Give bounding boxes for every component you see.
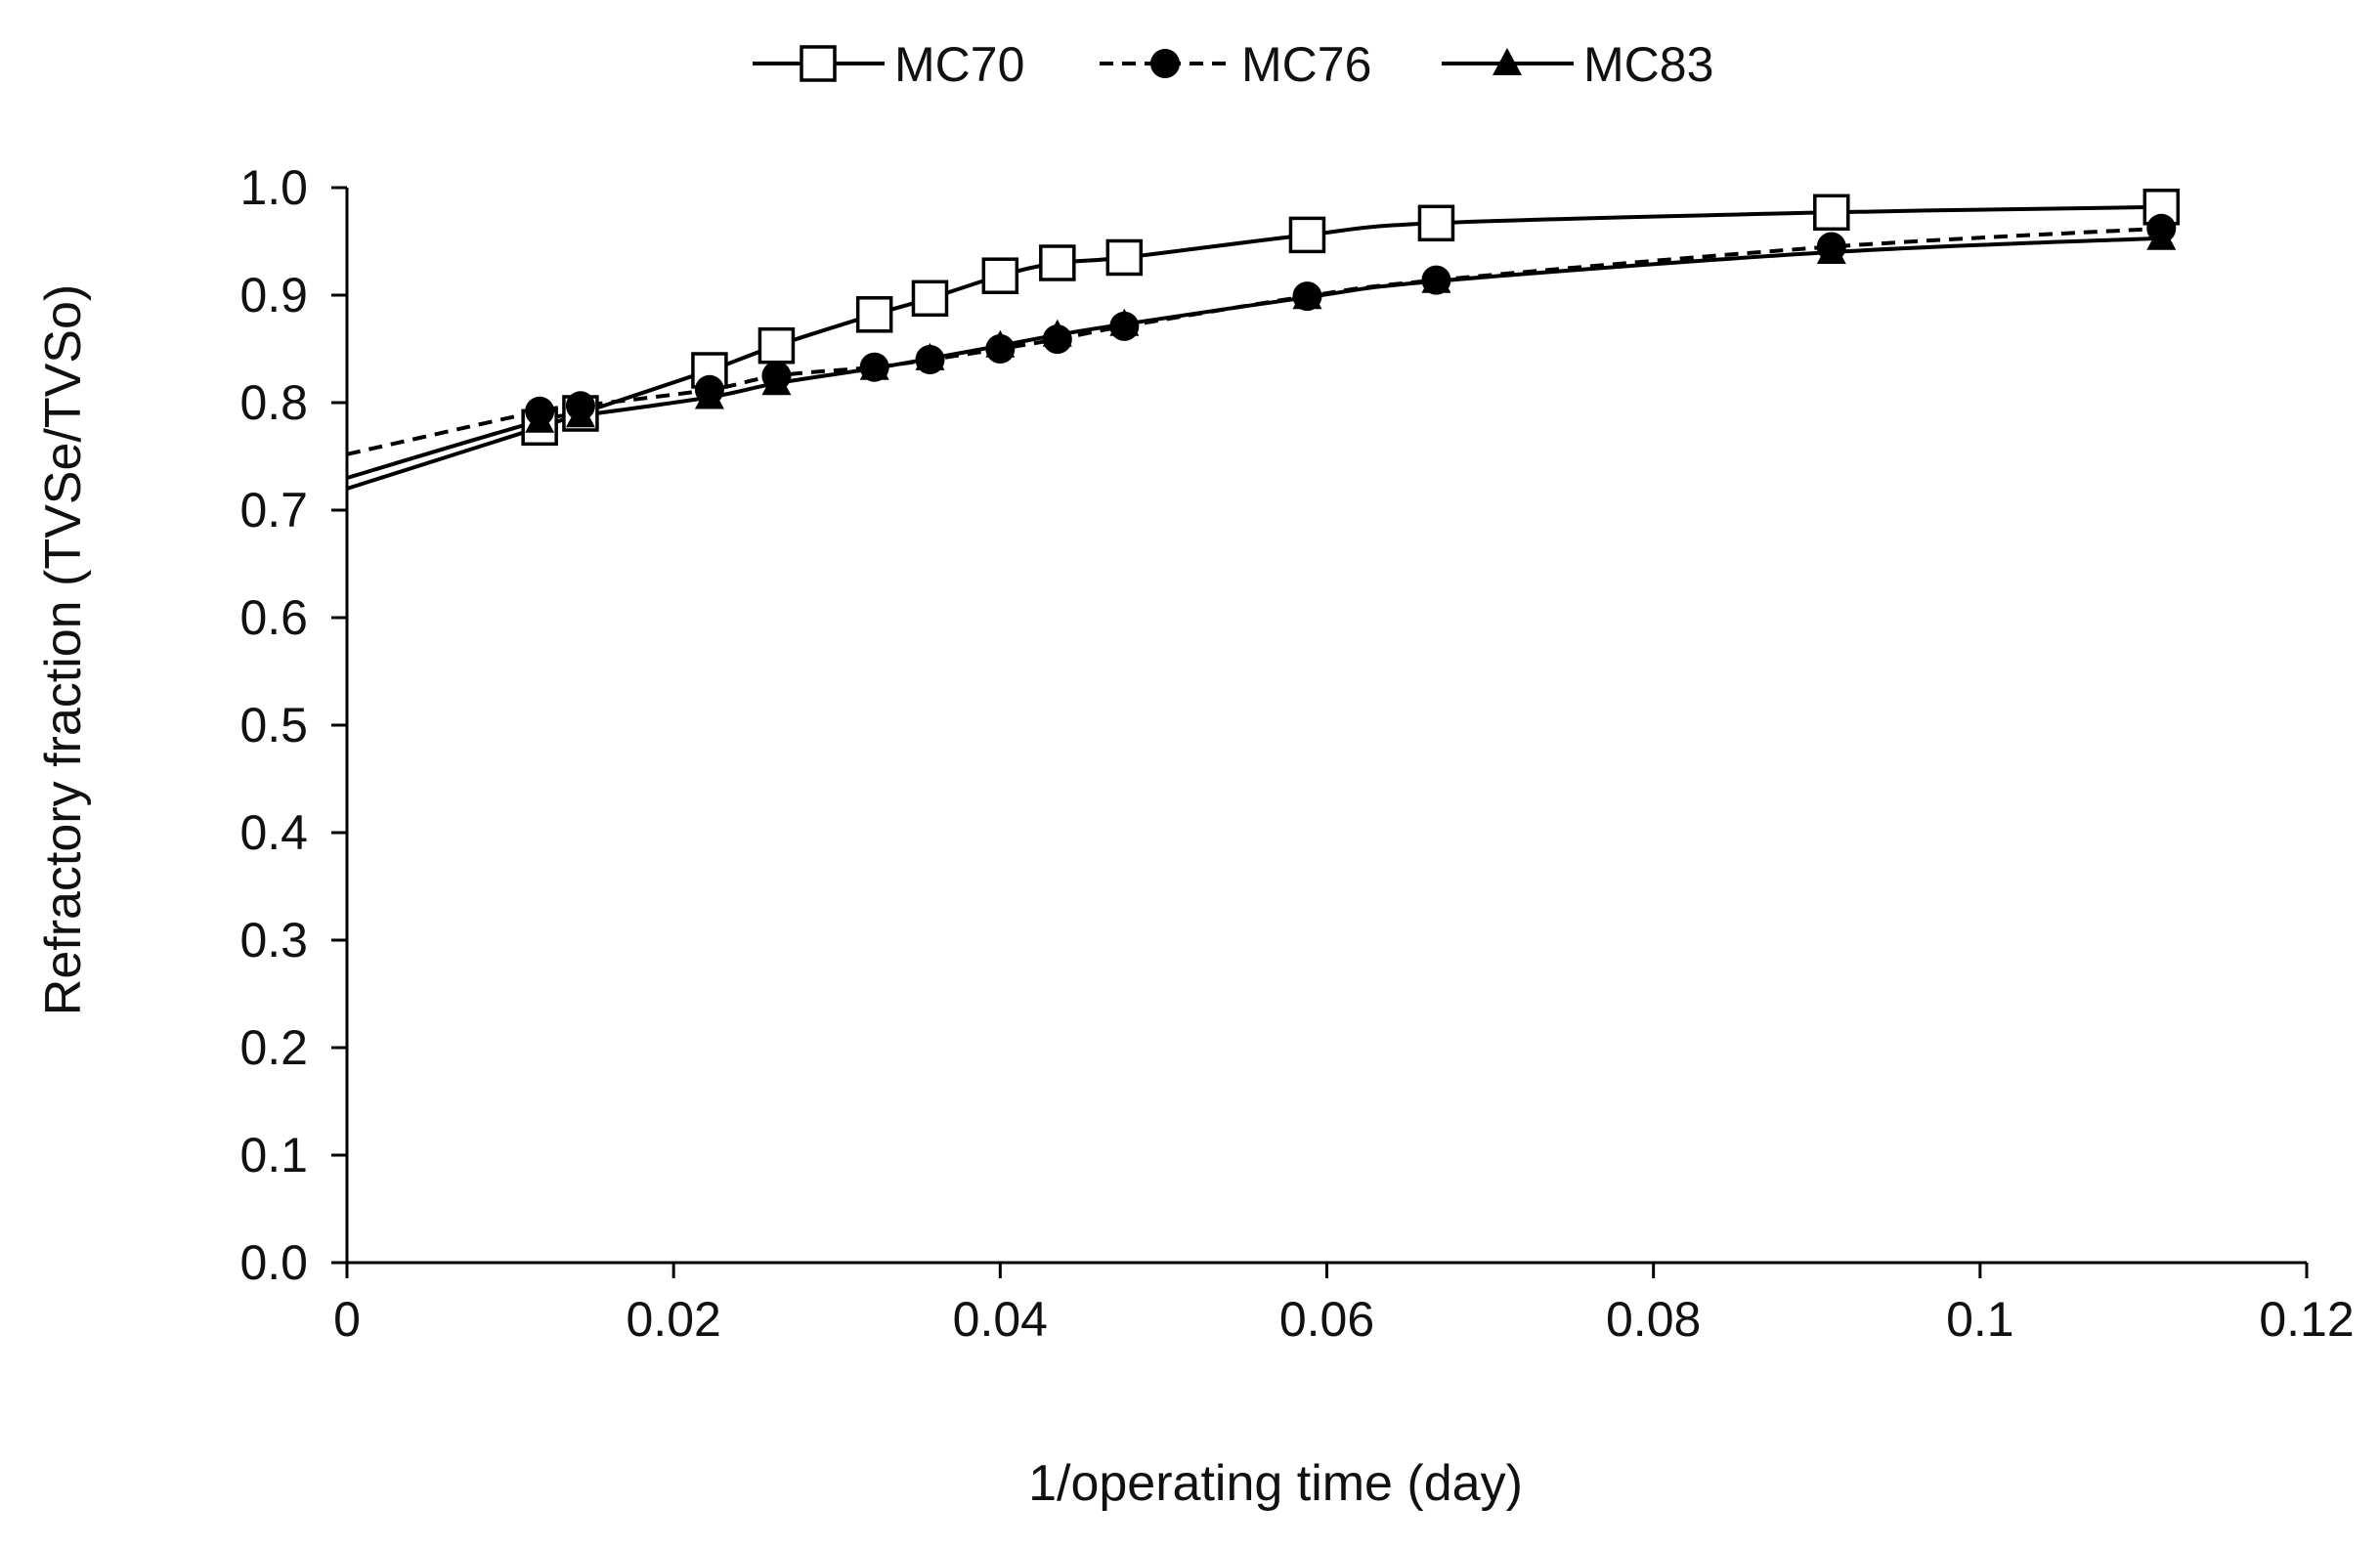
data-point-mc83 [2146,222,2177,250]
y-tick-label: 0.6 [239,590,308,645]
x-tick-label: 0.06 [1279,1292,1374,1347]
x-tick-label: 0.12 [2259,1292,2354,1347]
legend-item-mc83: MC83 [1442,37,1713,92]
legend: MC70 MC76 MC83 [753,37,1713,92]
y-tick-label: 0.0 [239,1235,308,1290]
x-tick-label: 0 [333,1292,361,1347]
x-tick-label: 0.1 [1946,1292,2014,1347]
y-tick-label: 0.1 [239,1128,308,1182]
data-point-mc70 [1039,244,1076,281]
data-point-mc70 [1813,194,1850,232]
legend-marker-mc76 [1150,49,1180,78]
y-tick-label: 0.8 [239,375,308,430]
data-point-mc83 [1816,236,1846,264]
legend-label-mc83: MC83 [1583,37,1713,92]
series-lines [346,204,2162,491]
legend-marker-mc83 [1493,48,1522,75]
legend-label-mc76: MC76 [1241,37,1371,92]
data-point-mc83 [1109,308,1140,336]
data-point-mc70 [855,296,893,333]
x-axis-title: 1/operating time (day) [1028,1455,1523,1512]
y-tick-label: 0.4 [239,805,308,860]
legend-label-mc70: MC70 [894,37,1024,92]
series-markers [521,189,2181,447]
data-point-mc83 [985,329,1016,358]
y-tick-label: 0.2 [239,1020,308,1075]
data-point-mc83 [859,352,889,380]
y-tick-label: 0.7 [239,483,308,538]
data-point-mc83 [1042,319,1072,347]
data-point-mc83 [1292,281,1322,310]
series-line-mc83 [346,236,2162,480]
y-tick-label: 0.5 [239,698,308,752]
x-tick-label: 0.02 [627,1292,721,1347]
data-point-mc83 [1421,265,1451,293]
data-point-mc70 [1288,216,1326,254]
data-point-mc83 [525,405,555,433]
data-point-mc83 [915,342,945,370]
data-point-mc83 [761,367,792,396]
legend-item-mc70: MC70 [753,37,1024,92]
axes [331,186,2309,1278]
data-point-mc83 [694,381,724,409]
x-tick-label: 0.04 [953,1292,1048,1347]
legend-marker-mc70 [800,45,837,82]
y-tick-label: 0.9 [239,268,308,322]
series-line-mc76 [346,226,2162,456]
data-point-mc70 [911,280,949,318]
y-tick-label: 0.3 [239,913,308,968]
data-point-mc70 [1105,238,1144,277]
x-tick-label: 0.08 [1606,1292,1701,1347]
y-axis-title: Refractory fraction (TVSe/TVSo) [35,284,92,1015]
y-tick-label: 1.0 [239,160,308,215]
data-point-mc83 [565,400,595,428]
data-point-mc70 [757,326,796,365]
data-point-mc70 [981,257,1019,294]
legend-item-mc76: MC76 [1100,37,1371,92]
data-point-mc70 [1417,204,1455,242]
tick-labels: 0.0 0.1 0.2 0.3 0.4 0.5 0.6 0.7 0.8 0.9 1.0 0 0.02 0.… [239,160,2354,1347]
